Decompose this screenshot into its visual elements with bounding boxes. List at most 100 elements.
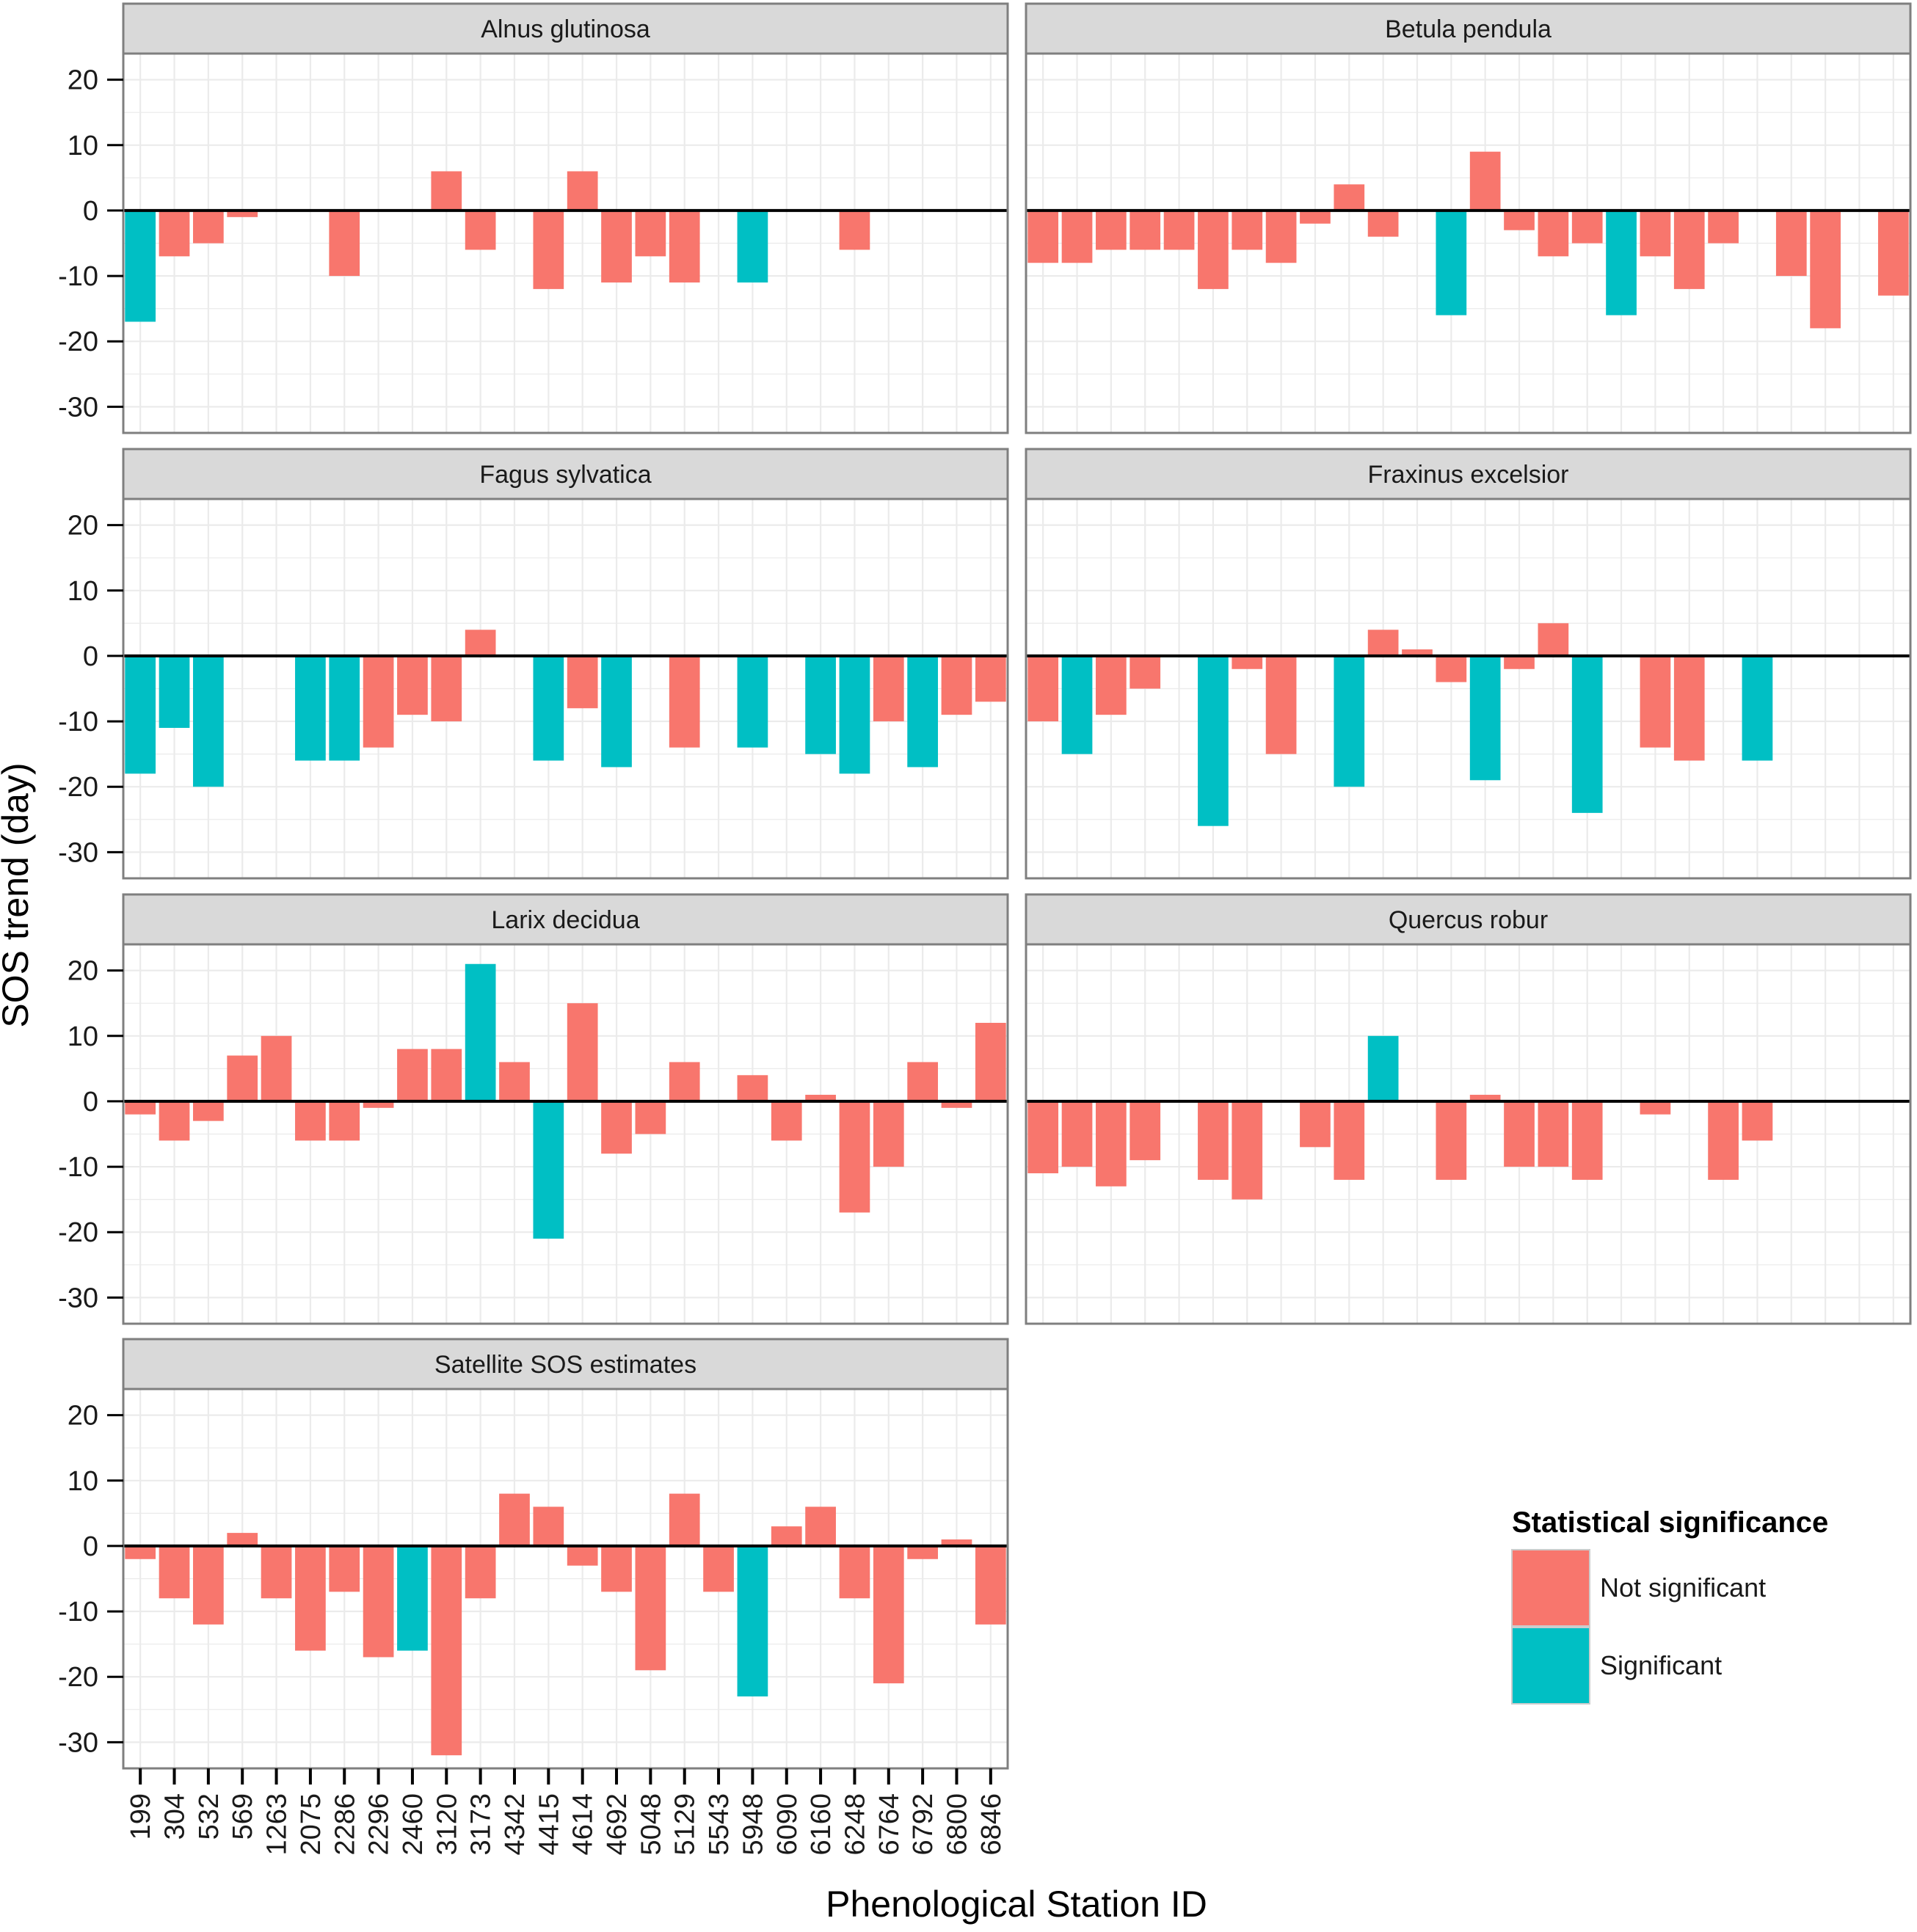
- x-tick-label: 4692: [602, 1793, 633, 1856]
- x-tick-label: 1263: [262, 1793, 293, 1856]
- bar-quercus-robur-6160: [1708, 1101, 1739, 1180]
- bar-alnus-glutinosa-4692: [601, 210, 632, 282]
- x-tick-label: 6846: [976, 1793, 1007, 1856]
- bar-fraxinus-excelsior-2286: [1232, 655, 1263, 669]
- bar-betula-pendula-199: [1027, 210, 1059, 263]
- bar-fagus-sylvatica-5129: [669, 655, 700, 748]
- bar-quercus-robur-3120: [1334, 1101, 1365, 1180]
- bar-larix-decidua-6800: [941, 1101, 972, 1108]
- x-tick-label: 532: [194, 1793, 225, 1840]
- bar-satellite-sos-estimates-199: [125, 1545, 156, 1559]
- x-tick-label: 6800: [942, 1793, 972, 1856]
- bar-quercus-robur-2460: [1300, 1101, 1331, 1148]
- legend: Statistical significance Not significant S…: [1511, 1506, 1828, 1705]
- x-tick-label: 6764: [874, 1793, 905, 1856]
- bar-satellite-sos-estimates-5129: [669, 1493, 700, 1546]
- x-tick-label: 5543: [704, 1793, 735, 1856]
- y-tick-label: -30: [58, 1727, 98, 1758]
- bar-fagus-sylvatica-2460: [397, 655, 428, 715]
- bar-betula-pendula-2296: [1265, 210, 1297, 263]
- bar-fagus-sylvatica-4415: [533, 655, 564, 761]
- y-tick-label: -30: [58, 837, 98, 868]
- bar-fraxinus-excelsior-4614: [1469, 655, 1501, 781]
- bar-satellite-sos-estimates-2075: [295, 1545, 326, 1651]
- panel-alnus-glutinosa: Alnus glutinosa: [122, 2, 1009, 434]
- bar-betula-pendula-3120: [1334, 184, 1365, 211]
- bar-satellite-sos-estimates-2460: [397, 1545, 428, 1651]
- bar-fagus-sylvatica-5948: [737, 655, 768, 748]
- bar-satellite-sos-estimates-3173: [465, 1545, 496, 1599]
- x-tick-label: 2075: [296, 1793, 327, 1856]
- bar-fraxinus-excelsior-532: [1096, 655, 1127, 715]
- y-tick-label: -30: [58, 1283, 98, 1313]
- y-tick-label: -20: [58, 327, 98, 357]
- bar-fraxinus-excelsior-304: [1061, 655, 1093, 754]
- bar-alnus-glutinosa-2286: [329, 210, 360, 277]
- x-tick-label: 5048: [636, 1793, 666, 1856]
- legend-key-significant: [1511, 1627, 1590, 1705]
- panel-betula-pendula: Betula pendula: [1025, 2, 1912, 434]
- bar-betula-pendula-532: [1096, 210, 1127, 250]
- bar-quercus-robur-5948: [1640, 1101, 1671, 1115]
- bar-satellite-sos-estimates-5048: [635, 1545, 666, 1671]
- bar-larix-decidua-6764: [873, 1101, 904, 1167]
- bar-satellite-sos-estimates-2296: [363, 1545, 394, 1658]
- panel-title: Quercus robur: [1389, 906, 1548, 934]
- bar-satellite-sos-estimates-6792: [907, 1545, 938, 1559]
- bar-alnus-glutinosa-5048: [635, 210, 666, 257]
- y-tick-label: -20: [58, 1217, 98, 1248]
- bar-fagus-sylvatica-532: [193, 655, 224, 787]
- bar-fraxinus-excelsior-6248: [1742, 655, 1773, 761]
- bar-alnus-glutinosa-3120: [431, 171, 462, 211]
- panel-border: [122, 1388, 1009, 1770]
- y-tick-label: -30: [58, 392, 98, 423]
- bar-fraxinus-excelsior-5948: [1640, 655, 1671, 748]
- bar-satellite-sos-estimates-2286: [329, 1545, 360, 1592]
- bar-satellite-sos-estimates-4692: [601, 1545, 632, 1592]
- bar-satellite-sos-estimates-6764: [873, 1545, 904, 1684]
- panel-quercus-robur: Quercus robur: [1025, 893, 1912, 1325]
- bar-satellite-sos-estimates-532: [193, 1545, 224, 1625]
- y-axis-title: SOS trend (day): [0, 762, 36, 1027]
- panel-border: [1025, 52, 1912, 434]
- bar-fagus-sylvatica-6800: [941, 655, 972, 715]
- strip-quercus-robur: [1025, 893, 1912, 946]
- bar-quercus-robur-3173: [1367, 1035, 1399, 1101]
- bar-larix-decidua-4614: [567, 1003, 598, 1101]
- bar-fraxinus-excelsior-199: [1027, 655, 1059, 722]
- bar-fagus-sylvatica-4614: [567, 655, 598, 709]
- strip-fraxinus-excelsior: [1025, 448, 1912, 500]
- bar-satellite-sos-estimates-5948: [737, 1545, 768, 1696]
- bar-larix-decidua-2460: [397, 1049, 428, 1101]
- bar-alnus-glutinosa-5129: [669, 210, 700, 282]
- bar-fraxinus-excelsior-4342: [1402, 649, 1433, 656]
- bar-satellite-sos-estimates-6160: [805, 1506, 836, 1546]
- y-tick-label: 20: [68, 511, 98, 542]
- panel-fraxinus-excelsior: Fraxinus excelsior: [1025, 448, 1912, 880]
- bar-larix-decidua-569: [227, 1055, 258, 1101]
- bar-larix-decidua-3173: [465, 963, 496, 1101]
- bar-alnus-glutinosa-3173: [465, 210, 496, 250]
- bar-satellite-sos-estimates-569: [227, 1533, 258, 1546]
- x-tick-label: 3173: [466, 1793, 497, 1856]
- x-tick-label: 199: [126, 1793, 156, 1840]
- bar-fagus-sylvatica-3173: [465, 630, 496, 656]
- strip-alnus-glutinosa: [122, 2, 1009, 55]
- bar-betula-pendula-5543: [1606, 210, 1637, 316]
- bar-fraxinus-excelsior-3173: [1367, 630, 1399, 656]
- y-tick-label: -10: [58, 707, 98, 737]
- bar-satellite-sos-estimates-6846: [975, 1545, 1006, 1625]
- panel-title: Betula pendula: [1385, 15, 1552, 43]
- panel-title: Fraxinus excelsior: [1368, 461, 1569, 489]
- bar-fraxinus-excelsior-4692: [1504, 655, 1535, 669]
- x-tick-label: 5129: [670, 1793, 701, 1856]
- bar-quercus-robur-4692: [1504, 1101, 1535, 1167]
- panel-border: [122, 497, 1009, 880]
- bar-larix-decidua-3120: [431, 1049, 462, 1101]
- y-tick-label: 20: [68, 1401, 98, 1432]
- bar-betula-pendula-3173: [1367, 210, 1399, 237]
- panel-border: [1025, 497, 1912, 880]
- bar-fraxinus-excelsior-3120: [1334, 655, 1365, 787]
- legend-label-not-significant: Not significant: [1600, 1572, 1766, 1603]
